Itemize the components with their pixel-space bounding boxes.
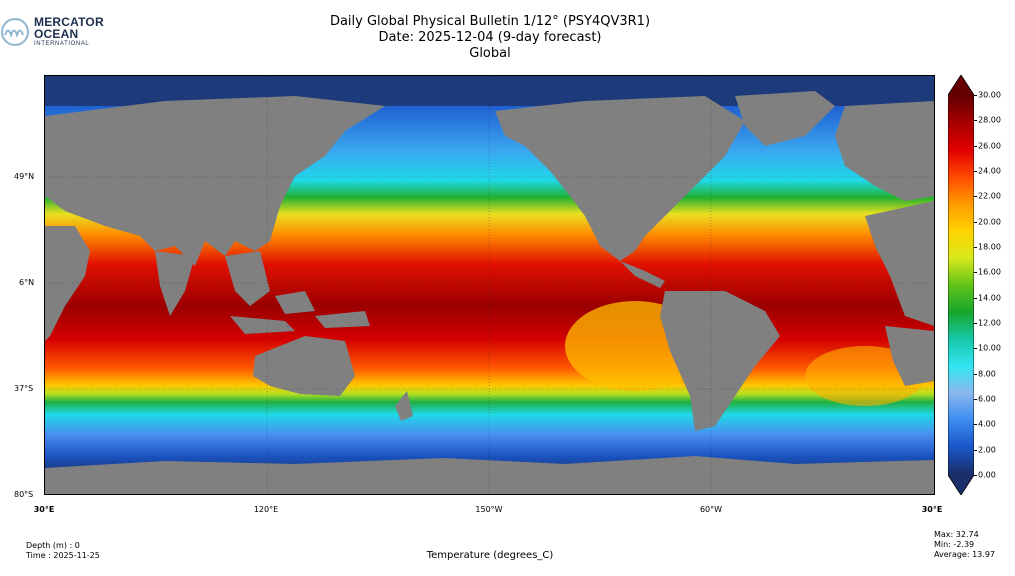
average-text: Average: 13.97 <box>934 550 995 559</box>
colorbar-tick-label: 18.00 <box>978 242 1001 252</box>
colorbar-tick-mark <box>974 272 977 274</box>
colorbar-shape <box>948 75 974 495</box>
colorbar-tick-mark <box>974 221 977 223</box>
lon-label-30e-left: 30°E <box>33 505 55 514</box>
colorbar-tick-label: 4.00 <box>978 419 996 429</box>
colorbar-tick-label: 2.00 <box>978 445 996 455</box>
colorbar-tick-mark <box>974 475 977 476</box>
max-text: Max: 32.74 <box>934 530 979 539</box>
colorbar-tick-mark <box>974 247 977 248</box>
page-title: Daily Global Physical Bulletin 1/12° (PS… <box>260 14 720 62</box>
colorbar-tick-label: 22.00 <box>978 191 1001 201</box>
colorbar-tick-label: 0.00 <box>978 470 996 480</box>
colorbar-tick-mark <box>974 297 977 299</box>
colorbar-tick-mark <box>974 449 977 451</box>
colorbar-tick-label: 10.00 <box>978 343 1001 353</box>
colorbar-tick-mark <box>974 323 977 324</box>
lat-label-6n: 6°N <box>19 278 35 287</box>
depth-text: Depth (m) : 0 <box>26 541 80 550</box>
colorbar-tick-label: 16.00 <box>978 267 1001 277</box>
title-line1: Daily Global Physical Bulletin 1/12° (PS… <box>329 14 651 29</box>
colorbar-tick-label: 6.00 <box>978 394 996 404</box>
logo-line3: INTERNATIONAL <box>34 41 90 47</box>
time-text: Time : 2025-11-25 <box>26 551 100 560</box>
colorbar-tick-mark <box>974 171 977 172</box>
colorbar-tick-label: 24.00 <box>978 166 1001 176</box>
title-line2: Date: 2025-12-04 (9-day forecast) <box>378 30 602 45</box>
colorbar-tick-mark <box>974 399 977 400</box>
logo-line2: OCEAN <box>34 27 79 41</box>
variable-label: Temperature (degrees_C) <box>426 550 554 561</box>
footer-info: Depth (m) : 0 Time : 2025-11-25 <box>26 541 100 561</box>
mercator-logo <box>0 14 110 50</box>
colorbar-tick-mark <box>974 348 977 350</box>
lat-label-37s: 37°S <box>14 384 34 393</box>
logo-text: MERCATOR OCEAN INTERNATIONAL <box>34 16 104 47</box>
colorbar-tick-mark <box>974 424 977 426</box>
wave-logo-icon <box>1 18 29 46</box>
colorbar <box>948 75 974 495</box>
map-svg <box>45 76 934 494</box>
colorbar-tick-mark <box>974 196 977 198</box>
min-text: Min: -2.39 <box>934 540 975 549</box>
colorbar-tick-mark <box>974 95 977 96</box>
colorbar-tick-label: 26.00 <box>978 141 1001 151</box>
graticule <box>45 76 934 494</box>
logo-line1: MERCATOR <box>34 15 104 29</box>
colorbar-tick-label: 14.00 <box>978 293 1001 303</box>
colorbar-tick-label: 8.00 <box>978 369 996 379</box>
land-masses <box>45 91 934 494</box>
colorbar-tick-label: 28.00 <box>978 115 1001 125</box>
lon-label-30e-right: 30°E <box>921 505 943 514</box>
colorbar-tick-mark <box>974 145 977 147</box>
lon-label-60w: 60°W <box>699 505 723 514</box>
title-line3: Global <box>469 46 511 61</box>
colorbar-tick-label: 30.00 <box>978 90 1001 100</box>
colorbar-tick-mark <box>974 120 977 122</box>
lon-label-120e: 120°E <box>253 505 279 514</box>
stats-block: Max: 32.74 Min: -2.39 Average: 13.97 <box>934 530 995 560</box>
colorbar-tick-label: 12.00 <box>978 318 1001 328</box>
lat-label-49n: 49°N <box>14 172 35 181</box>
sst-map[interactable] <box>44 75 935 495</box>
lon-label-150w: 150°W <box>475 505 503 514</box>
colorbar-tick-label: 20.00 <box>978 217 1001 227</box>
lat-label-80s: 80°S <box>14 490 34 499</box>
colorbar-tick-mark <box>974 373 977 375</box>
